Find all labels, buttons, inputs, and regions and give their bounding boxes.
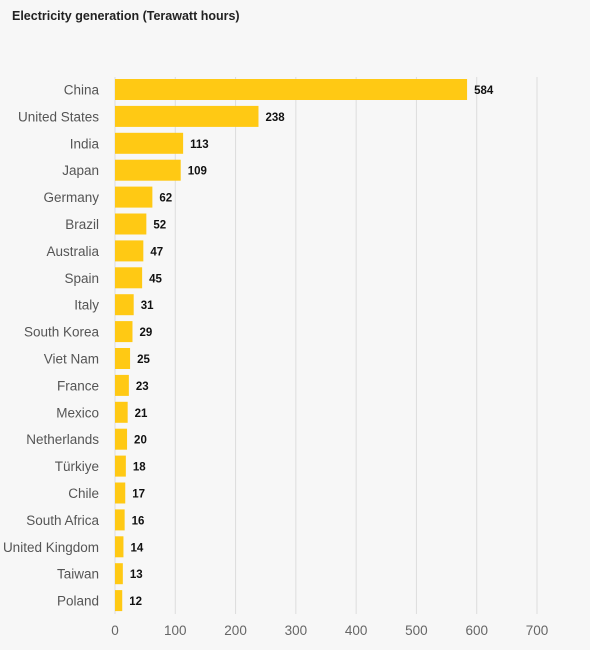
category-label: Viet Nam [44, 352, 99, 367]
category-label: Brazil [65, 217, 99, 232]
bar [115, 428, 128, 450]
bar [115, 482, 126, 504]
bar [115, 348, 131, 369]
x-tick-label: 700 [526, 623, 549, 638]
bar [115, 294, 134, 316]
bar [115, 590, 123, 612]
x-tick-label: 0 [111, 623, 119, 638]
bar [115, 455, 126, 477]
bar [115, 374, 129, 396]
category-label: France [57, 378, 99, 393]
data-label: 109 [188, 166, 207, 178]
category-label: Mexico [56, 405, 99, 420]
category-label: Germany [43, 190, 99, 205]
data-label: 13 [130, 569, 143, 581]
category-label: Taiwan [57, 567, 99, 582]
bar [115, 186, 153, 208]
data-label: 12 [129, 596, 142, 608]
category-label: Japan [62, 163, 99, 178]
x-tick-label: 500 [405, 623, 428, 638]
bar [115, 159, 181, 181]
bar [115, 509, 125, 531]
data-label: 47 [150, 246, 163, 258]
bar [115, 79, 468, 100]
data-label: 52 [153, 220, 166, 232]
data-label: 584 [474, 85, 494, 97]
bar [115, 105, 259, 127]
bar [115, 321, 133, 343]
category-label: Australia [46, 244, 99, 259]
bar [115, 213, 147, 235]
gridlines [114, 77, 538, 614]
category-label: Netherlands [26, 432, 99, 447]
category-label: China [64, 83, 100, 98]
data-label: 31 [141, 300, 154, 312]
data-label: 23 [136, 381, 149, 393]
x-tick-label: 200 [224, 623, 247, 638]
data-label: 45 [149, 273, 162, 285]
category-label: South Korea [24, 325, 100, 340]
category-label: Türkiye [55, 459, 99, 474]
labels: 0 100 200 300 400 500 600 700 China 584 United Sta… [3, 83, 548, 639]
x-tick-label: 600 [465, 623, 488, 638]
category-label: United Kingdom [3, 540, 99, 555]
x-tick-label: 100 [164, 623, 187, 638]
bar [115, 536, 124, 558]
data-label: 17 [132, 489, 145, 501]
category-label: Poland [57, 594, 99, 609]
category-label: South Africa [26, 513, 99, 528]
category-label: Spain [64, 271, 99, 286]
data-label: 113 [190, 139, 209, 151]
category-label: United States [18, 109, 99, 124]
data-label: 238 [265, 112, 285, 124]
category-label: Italy [74, 298, 99, 313]
data-label: 18 [133, 462, 146, 474]
data-label: 14 [130, 542, 143, 554]
data-label: 25 [137, 354, 150, 366]
category-label: Chile [68, 486, 99, 501]
chart-title: Electricity generation (Terawatt hours) [12, 9, 240, 23]
data-label: 62 [159, 193, 172, 205]
data-label: 20 [134, 435, 147, 447]
data-label: 16 [132, 515, 145, 527]
bar [115, 563, 123, 585]
data-label: 21 [135, 408, 148, 420]
bar [115, 401, 128, 423]
x-tick-label: 300 [285, 623, 308, 638]
bars [115, 79, 468, 612]
bar [115, 132, 184, 154]
data-label: 29 [139, 327, 152, 339]
category-label: India [70, 136, 100, 151]
x-tick-label: 400 [345, 623, 368, 638]
bar [115, 240, 144, 262]
bar [115, 267, 143, 289]
